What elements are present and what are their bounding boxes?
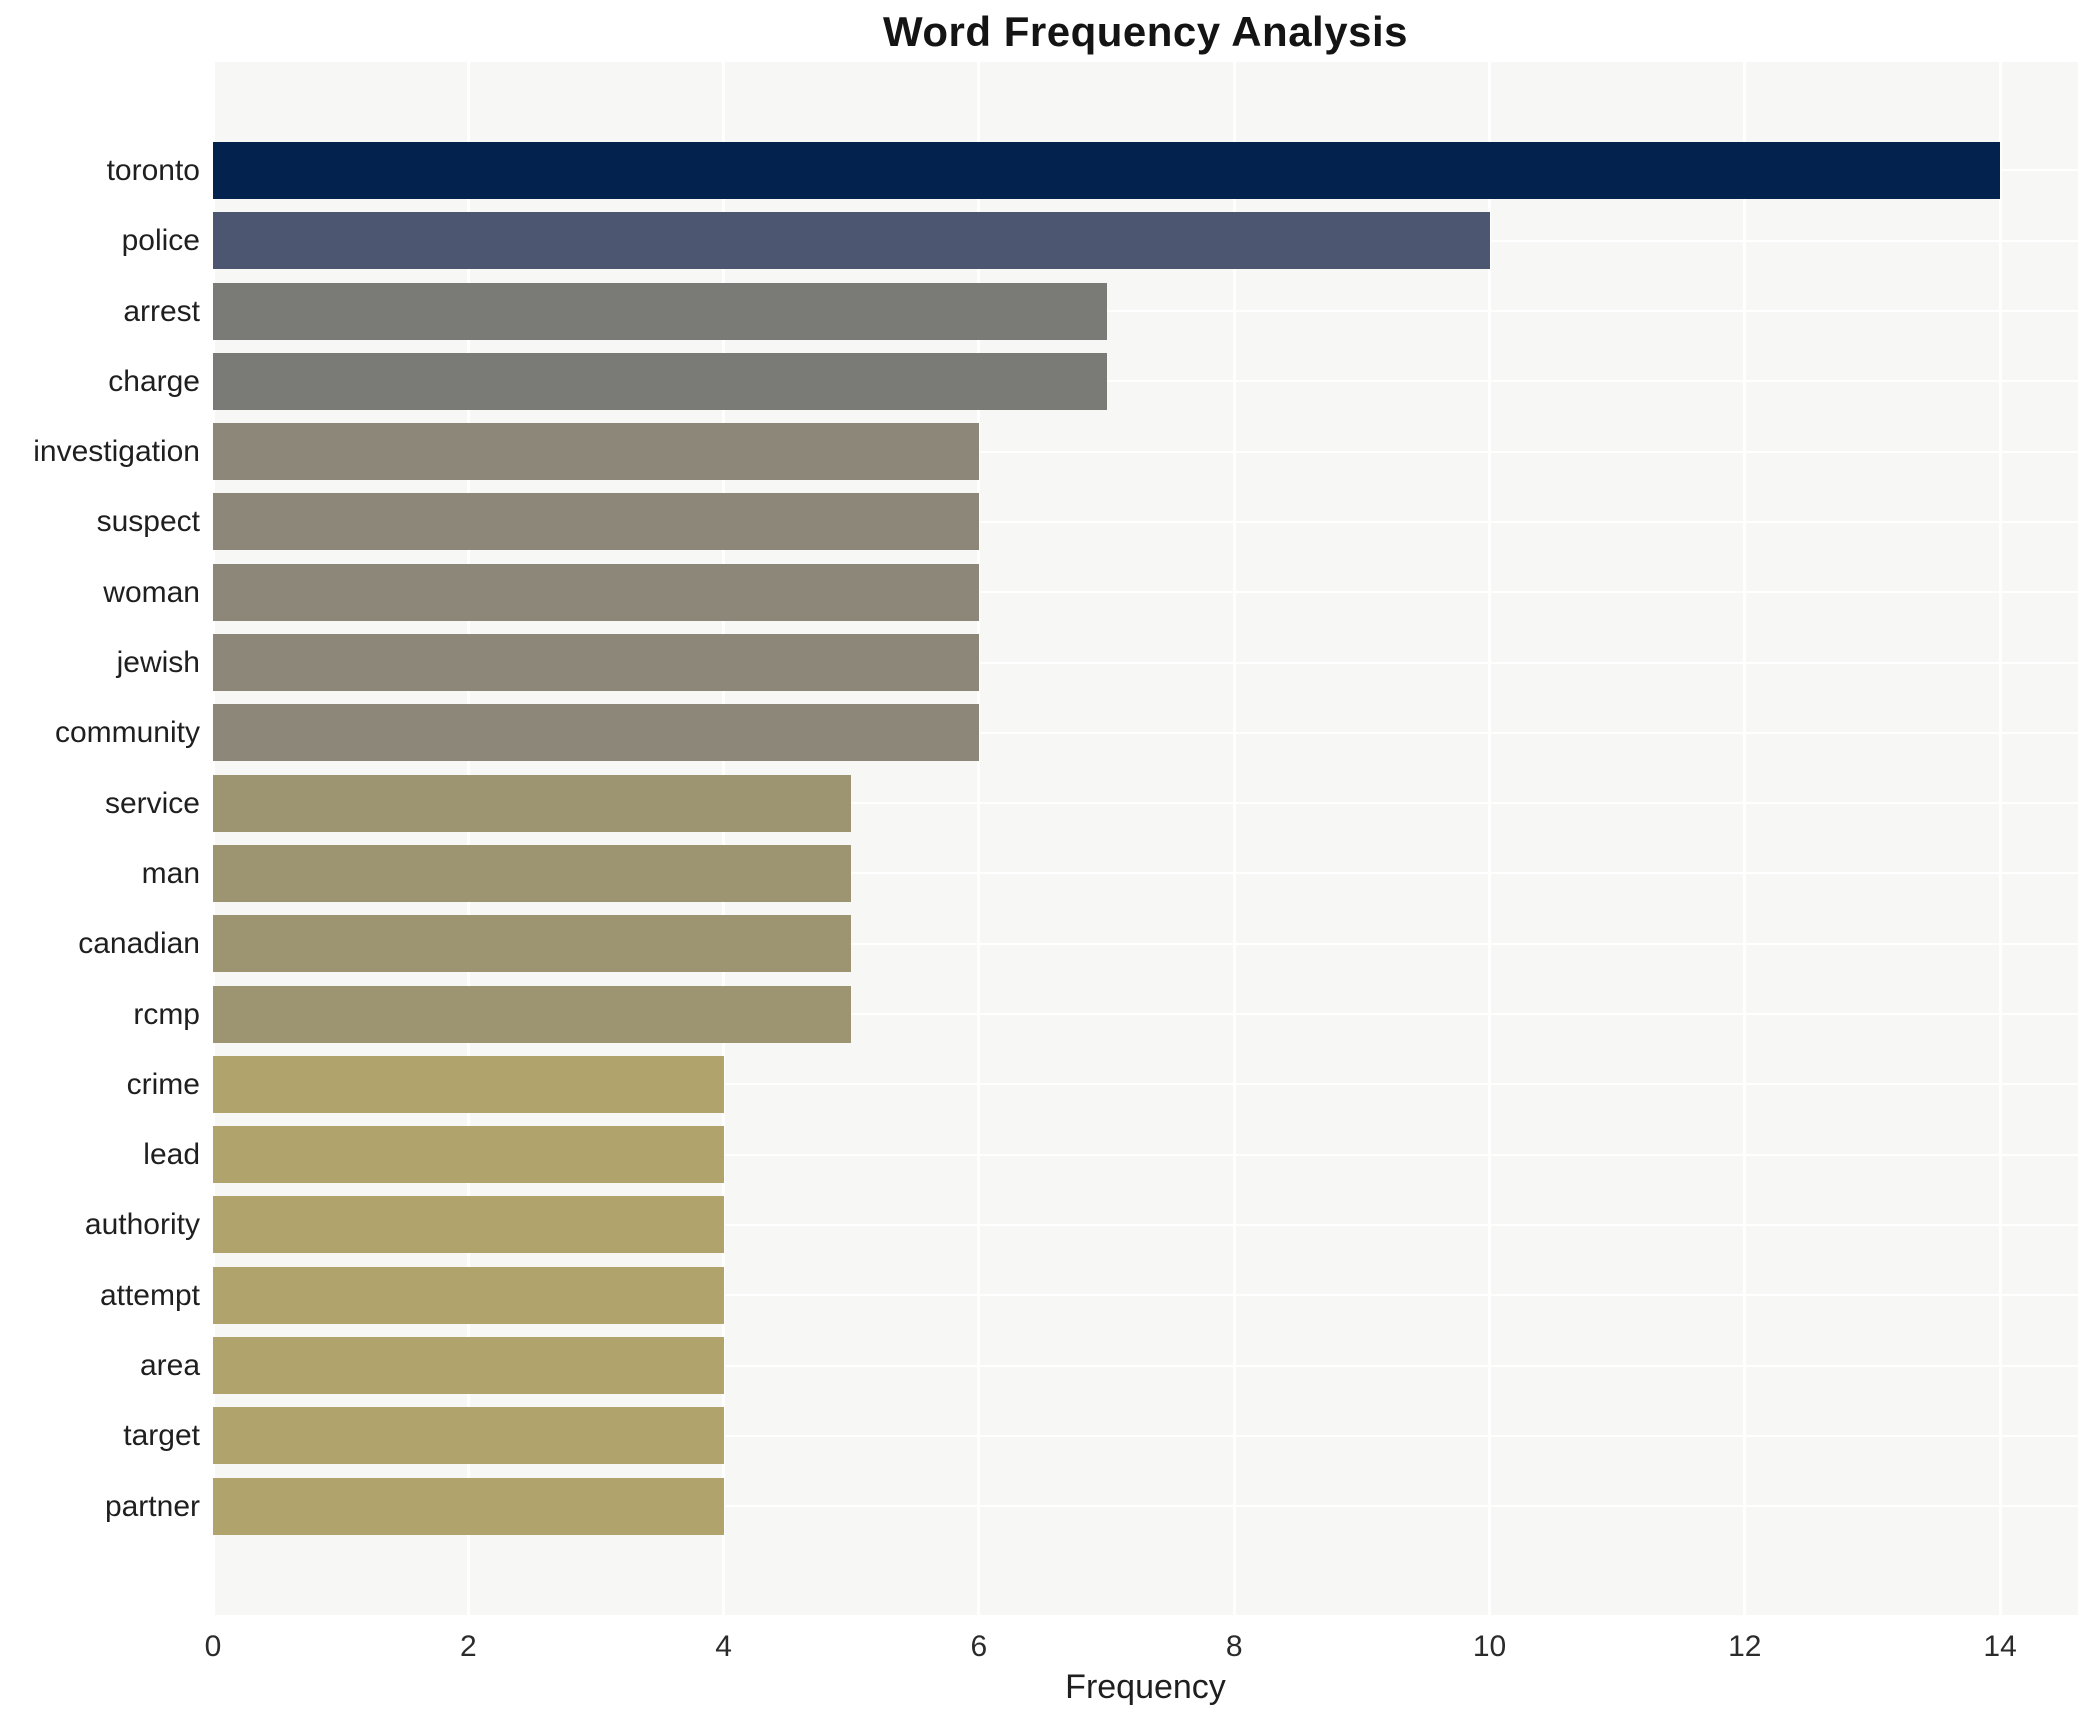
y-tick-label-canadian: canadian: [78, 927, 200, 961]
horizontal-gridline-arrest: [213, 310, 2078, 312]
x-tick-label-10: 10: [1472, 1630, 1507, 1663]
bar-community: [213, 704, 979, 762]
chart-title: Word Frequency Analysis: [883, 8, 1408, 55]
y-tick-label-rcmp: rcmp: [133, 997, 200, 1031]
y-tick-label-authority: authority: [84, 1208, 200, 1242]
horizontal-gridline-suspect: [213, 520, 2078, 523]
x-axis-title: Frequency: [1065, 1668, 1226, 1706]
x-tick-label-14: 14: [1983, 1630, 2017, 1663]
y-tick-label-service: service: [104, 786, 200, 820]
y-tick-label-man: man: [141, 856, 200, 890]
bar-attempt: [213, 1266, 724, 1324]
horizontal-gridline-attempt: [213, 1294, 2078, 1297]
x-tick-label-0: 0: [204, 1630, 222, 1663]
horizontal-gridline-crime: [213, 1083, 2078, 1086]
vertical-gridline-2: [466, 62, 470, 1615]
bar-arrest: [213, 282, 1107, 340]
y-tick-label-toronto: toronto: [106, 153, 200, 187]
y-tick-label-attempt: attempt: [99, 1278, 200, 1312]
horizontal-gridline-man: [213, 872, 2078, 875]
bar-lead: [213, 1126, 724, 1184]
vertical-gridline-0: [211, 62, 215, 1615]
x-tick-label-2: 2: [459, 1630, 477, 1663]
y-tick-label-police: police: [121, 224, 200, 258]
horizontal-gridline-investigation: [213, 450, 2078, 453]
bar-canadian: [213, 915, 852, 973]
horizontal-gridline-partner: [213, 1505, 2078, 1508]
y-tick-label-investigation: investigation: [33, 435, 200, 469]
x-tick-label-6: 6: [970, 1630, 988, 1663]
x-tick-label-8: 8: [1225, 1630, 1243, 1663]
bar-suspect: [213, 493, 979, 551]
bar-area: [213, 1337, 724, 1394]
horizontal-gridline-area: [213, 1364, 2078, 1367]
vertical-gridline-8: [1232, 62, 1236, 1615]
horizontal-gridline-woman: [213, 591, 2078, 594]
y-tick-label-crime: crime: [126, 1067, 200, 1101]
vertical-gridline-4: [722, 62, 726, 1615]
vertical-gridline-14: [1998, 62, 2002, 1615]
y-tick-label-charge: charge: [108, 364, 200, 398]
bar-toronto: [213, 141, 2001, 199]
y-tick-label-jewish: jewish: [116, 646, 200, 679]
vertical-gridline-12: [1743, 62, 1747, 1615]
bar-police: [213, 212, 1490, 270]
horizontal-gridline-lead: [213, 1153, 2078, 1156]
y-tick-label-partner: partner: [104, 1489, 200, 1523]
y-tick-label-woman: woman: [103, 575, 200, 609]
horizontal-gridline-jewish: [213, 661, 2078, 664]
horizontal-gridline-rcmp: [213, 1013, 2078, 1015]
y-tick-label-lead: lead: [143, 1138, 200, 1172]
horizontal-gridline-community: [213, 731, 2078, 734]
x-tick-label-4: 4: [715, 1630, 732, 1663]
horizontal-gridline-authority: [213, 1223, 2078, 1226]
y-tick-label-community: community: [54, 716, 200, 750]
horizontal-gridline-canadian: [213, 942, 2078, 945]
bar-rcmp: [213, 985, 852, 1043]
vertical-gridline-6: [977, 62, 981, 1615]
plot-panel: [211, 62, 2078, 1615]
y-tick-label-area: area: [139, 1349, 200, 1382]
y-tick-label-suspect: suspect: [96, 505, 200, 539]
bar-target: [213, 1407, 724, 1465]
y-tick-label-arrest: arrest: [123, 294, 200, 328]
bar-service: [213, 774, 852, 832]
bar-charge: [213, 352, 1107, 410]
bar-authority: [213, 1196, 724, 1254]
horizontal-gridline-target: [213, 1434, 2078, 1437]
x-tick-label-12: 12: [1728, 1630, 1762, 1663]
bar-jewish: [213, 634, 979, 691]
horizontal-gridline-charge: [213, 380, 2078, 383]
bar-crime: [213, 1055, 724, 1113]
horizontal-gridline-service: [213, 802, 2078, 805]
y-tick-label-target: target: [123, 1419, 200, 1453]
vertical-gridline-10: [1488, 62, 1491, 1615]
bar-man: [213, 844, 852, 902]
bar-investigation: [213, 423, 979, 481]
bar-partner: [213, 1477, 724, 1535]
bar-woman: [213, 563, 979, 621]
